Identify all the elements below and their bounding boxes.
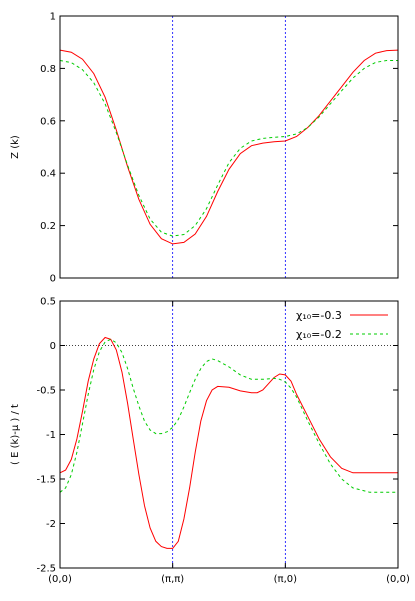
y-tick-label: 0.2 xyxy=(40,221,56,232)
series-line-1 xyxy=(59,60,398,237)
y-axis-label: Z (k) xyxy=(10,135,21,159)
y-axis-label: ( E (k)-μ ) / t xyxy=(10,404,21,465)
plot-frame xyxy=(59,15,399,279)
plot-frame xyxy=(59,300,399,569)
x-tick-label: (π,0) xyxy=(274,574,297,585)
series-line-1 xyxy=(59,338,398,493)
y-tick-label: -1.5 xyxy=(36,475,56,486)
x-tick-label: (0,0) xyxy=(48,574,72,585)
series-line-0 xyxy=(59,336,398,549)
y-tick-label: 0.6 xyxy=(40,116,56,127)
y-tick-label: -1 xyxy=(46,430,56,441)
series-line-0 xyxy=(59,49,399,245)
energy-panel: -2.5 -2 -1.5 -1 -0.5 0 0.5 (0,0) (π,π) (π,0) (0,0)… xyxy=(10,297,410,586)
y-tick-label: 0 xyxy=(50,274,56,285)
x-tick-label: (π,π) xyxy=(161,574,184,585)
legend-label-1: χ₁₀=-0.2 xyxy=(296,328,342,341)
y-tick-label: 0.5 xyxy=(40,297,56,308)
y-tick-label: 0.8 xyxy=(40,64,56,75)
y-tick-label: 1 xyxy=(50,12,56,23)
z-panel: 0 0.2 0.4 0.6 0.8 1 Z (k) xyxy=(10,12,399,285)
y-tick-label: 0.4 xyxy=(40,169,56,180)
y-tick-label: -2.5 xyxy=(36,564,56,575)
y-tick-label: -0.5 xyxy=(36,386,56,397)
legend-label-0: χ₁₀=-0.3 xyxy=(296,309,342,322)
y-tick-label: 0 xyxy=(50,341,56,352)
x-tick-label: (0,0) xyxy=(386,574,410,585)
y-tick-label: -2 xyxy=(46,519,56,530)
